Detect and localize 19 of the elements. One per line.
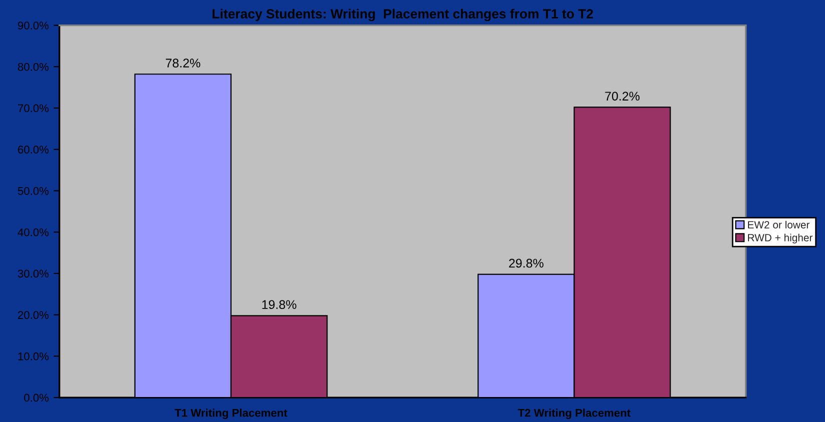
data-label: 70.2% <box>605 92 640 101</box>
y-tick-label: 10.0% <box>18 352 49 360</box>
y-tick-label: 80.0% <box>18 62 49 71</box>
legend-label: RWD + higher <box>748 234 813 244</box>
data-label: 19.8% <box>262 300 296 309</box>
y-tick-label: 50.0% <box>18 187 49 195</box>
data-label: 78.2% <box>166 58 200 68</box>
y-tick-label: 70.0% <box>18 104 49 112</box>
data-label: 29.8% <box>509 258 544 268</box>
x-tick-label: T2 Writing Placement <box>518 408 630 420</box>
y-tick-label: 20.0% <box>18 311 49 319</box>
y-tick-label: 60.0% <box>18 146 49 154</box>
y-tick-label: 30.0% <box>18 270 49 278</box>
legend-label: EW2 or lower <box>748 220 810 228</box>
y-tick-label: 40.0% <box>18 228 49 236</box>
chart-title: Literacy Students: Writing Placement changes from T1 to T2 <box>212 8 593 22</box>
y-tick-label: 90.0% <box>18 22 49 30</box>
y-tick-label: 0.0% <box>24 394 49 402</box>
x-tick-label: T1 Writing Placement <box>174 408 288 420</box>
